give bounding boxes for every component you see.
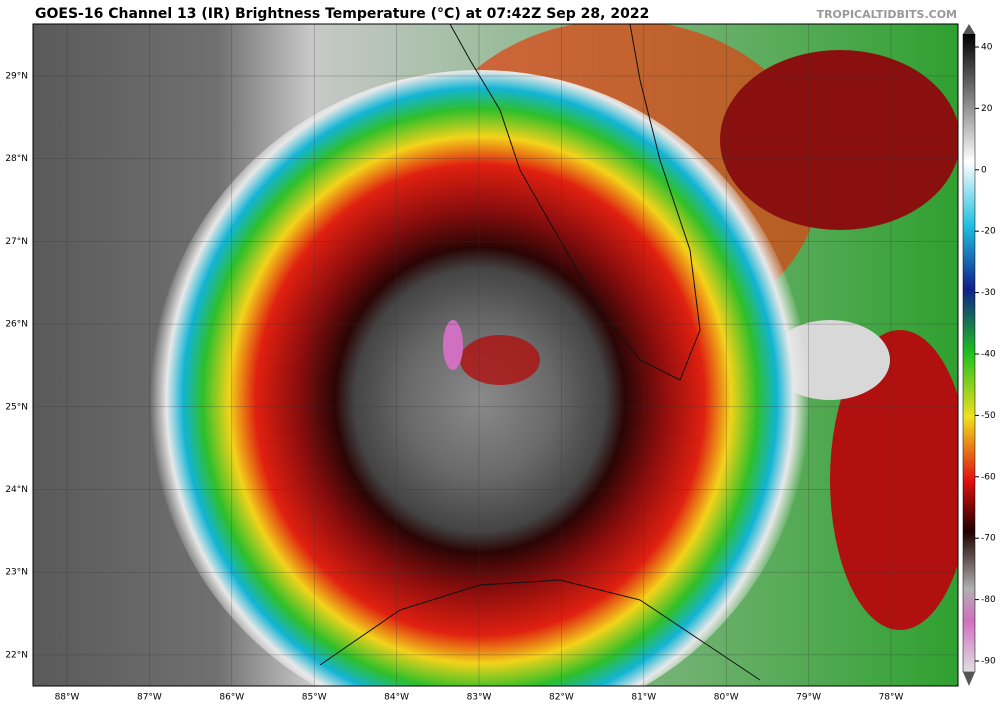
colorbar-label: -70 [981,534,996,544]
lat-label: 23°N [5,568,28,578]
lon-label: 88°W [55,693,80,703]
colorbar-label: -20 [981,227,996,237]
credit: TROPICALTIDBITS.COM [817,8,957,21]
colorbar-label: 0 [981,165,987,175]
lon-label: 86°W [219,693,244,703]
lat-label: 27°N [5,237,28,247]
lat-label: 22°N [5,650,28,660]
title: GOES-16 Channel 13 (IR) Brightness Tempe… [35,6,649,22]
lon-label: 80°W [714,693,739,703]
colorbar-label: -60 [981,472,996,482]
lon-label: 79°W [796,693,821,703]
colorbar-label: -80 [981,595,996,605]
lon-label: 87°W [137,693,162,703]
lat-label: 28°N [5,154,28,164]
lon-label: 85°W [302,693,327,703]
colorbar-label: -40 [981,350,996,360]
colorbar-label: 20 [981,104,993,114]
colorbar-label: -30 [981,288,996,298]
satellite-image [33,24,958,686]
lon-label: 83°W [467,693,492,703]
lon-label: 84°W [384,693,409,703]
lat-label: 24°N [5,485,28,495]
colorbar-label: -90 [981,657,996,667]
colorbar [962,33,976,673]
lon-label: 82°W [549,693,574,703]
lat-label: 26°N [5,320,28,330]
colorbar-label: -50 [981,411,996,421]
lat-label: 25°N [5,402,28,412]
lat-label: 29°N [5,72,28,82]
map-frame [32,23,959,687]
colorbar-label: 40 [981,43,993,53]
lon-label: 81°W [631,693,656,703]
lon-label: 78°W [879,693,904,703]
